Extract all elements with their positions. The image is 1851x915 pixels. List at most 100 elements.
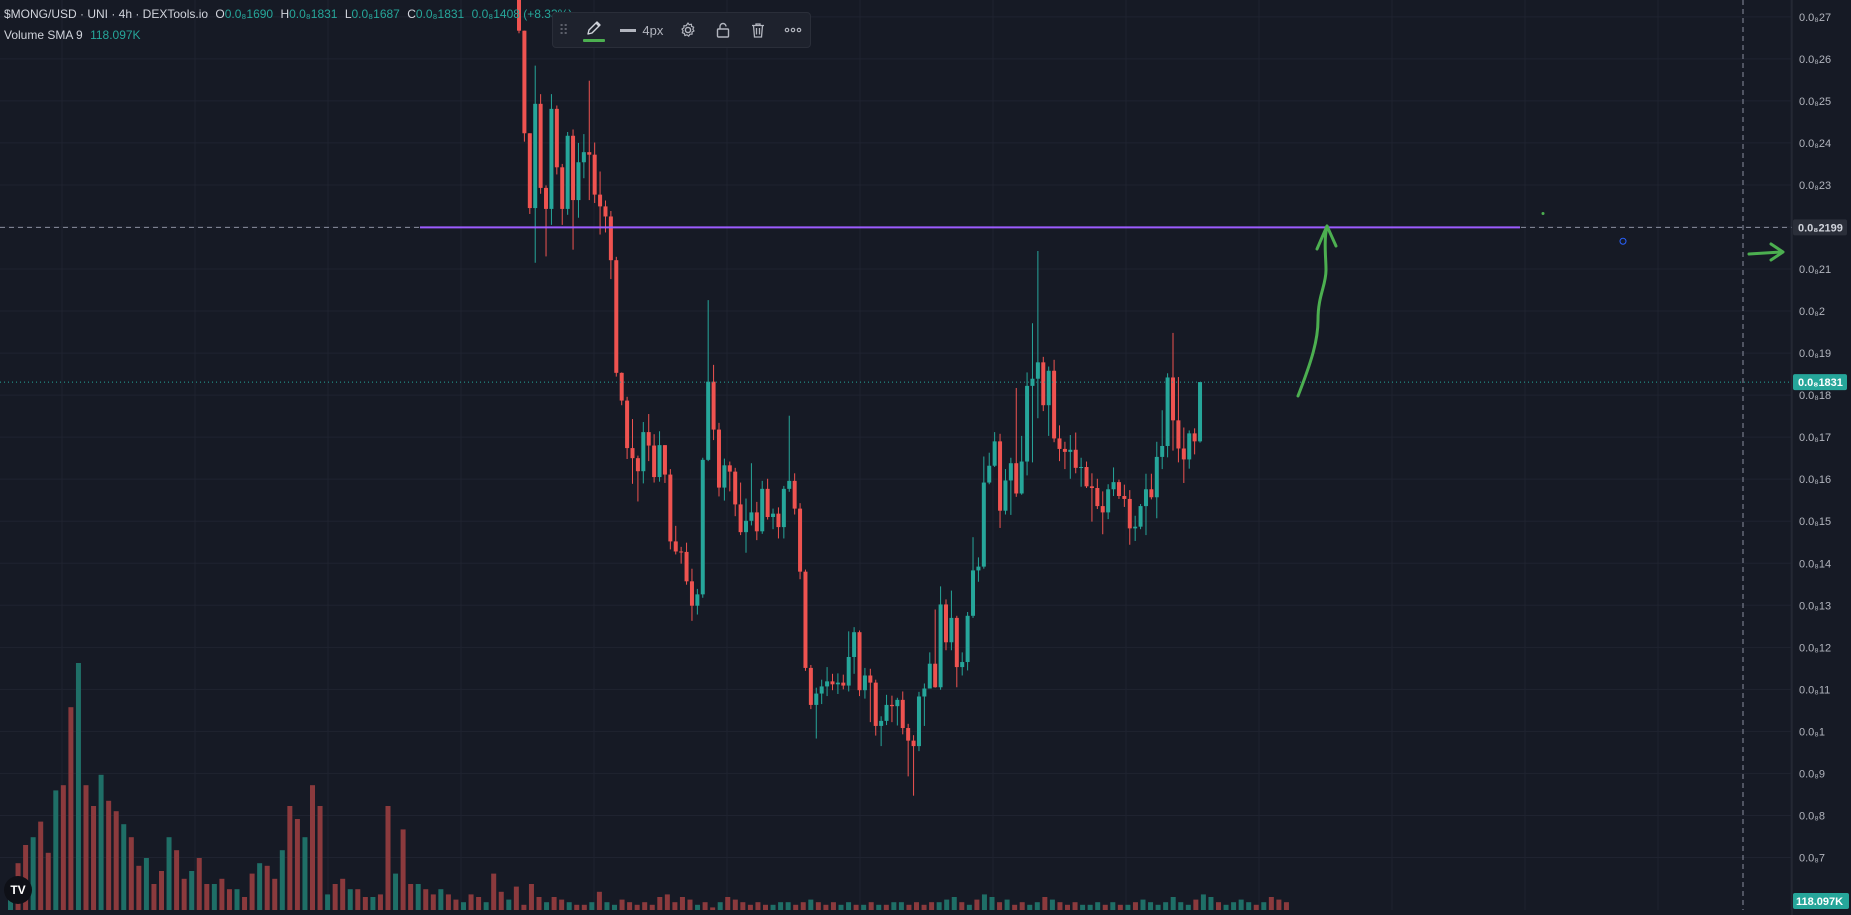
volume-bar	[461, 902, 466, 910]
volume-bar	[1238, 899, 1244, 910]
price-tick-label: 0.0₈1	[1799, 726, 1825, 738]
volume-bar	[868, 902, 874, 910]
volume-bar	[370, 897, 376, 910]
volume-bar	[294, 819, 300, 910]
volume-bar	[687, 899, 693, 910]
volume-bar	[1027, 904, 1033, 910]
candle-body	[765, 488, 770, 518]
volume-bar	[128, 837, 134, 910]
candle-body	[1106, 489, 1111, 513]
volume-bar	[634, 904, 640, 910]
candle-body	[954, 617, 959, 668]
volume-bar	[596, 891, 602, 910]
volume-bar	[491, 873, 497, 910]
candle-body	[911, 740, 916, 747]
candle-body	[922, 688, 927, 697]
candle-body	[619, 372, 624, 401]
volume-bar	[808, 899, 814, 910]
volume-bar	[1004, 899, 1010, 910]
candle-body	[857, 632, 862, 691]
volume-bar	[581, 904, 587, 910]
volume-bar	[823, 904, 829, 910]
candle-body	[544, 187, 549, 209]
volume-bar	[1049, 899, 1055, 910]
settings-button[interactable]	[671, 12, 706, 48]
pencil-icon	[586, 20, 601, 35]
candle-body	[679, 551, 684, 553]
price-axis[interactable]: 0.0₈7 0.0₈8 0.0₈9 0.0₈1 0.0₈11 0.0₈12 0.0₈13 0.…	[1791, 0, 1851, 915]
candles	[517, 0, 1203, 796]
volume-bar	[747, 904, 753, 910]
volume-bar	[1117, 904, 1123, 910]
candle-body	[1035, 362, 1040, 379]
price-tick-label: 0.0₈13	[1799, 600, 1831, 612]
volume-bar	[770, 904, 776, 910]
volume-bar	[898, 902, 904, 910]
drawings[interactable]	[0, 0, 1792, 910]
lock-button[interactable]	[706, 12, 741, 48]
line-width-button[interactable]: 4px	[613, 12, 671, 48]
volume-bar	[1102, 904, 1108, 910]
price-tick-label: 0.0₈7	[1799, 852, 1825, 864]
candle-body	[971, 570, 976, 616]
volume-bar	[1193, 899, 1199, 910]
tradingview-logo[interactable]: TV	[4, 876, 32, 904]
horizontal-line-price-tag	[1793, 219, 1847, 236]
candle-body	[792, 480, 797, 509]
candle-body	[862, 675, 867, 691]
volume-bar	[385, 806, 391, 910]
volume-bar	[559, 899, 565, 910]
candle-body	[1171, 377, 1176, 421]
volume-bar	[340, 878, 346, 910]
volume-bar	[189, 871, 195, 910]
candle-body	[1052, 370, 1057, 439]
volume-bar	[876, 904, 882, 910]
price-tick-label: 0.0₈15	[1799, 516, 1831, 528]
volume-bar	[1140, 899, 1146, 910]
volume-bar	[362, 897, 368, 910]
candle-body	[830, 681, 835, 685]
price-tick-label: 0.0₈27	[1799, 12, 1831, 24]
candle-body	[1127, 498, 1132, 529]
volume-bar	[891, 902, 897, 910]
candle-body	[738, 504, 743, 533]
volume-bar	[528, 884, 534, 910]
candle-body	[814, 693, 819, 705]
candle-body	[1198, 382, 1203, 442]
target-arrowhead	[1769, 242, 1785, 262]
volume-bar	[377, 894, 383, 910]
candle-body	[873, 682, 878, 726]
drag-handle-icon[interactable]: ⠿	[558, 21, 569, 38]
more-button[interactable]	[775, 12, 810, 48]
volume-bar	[1019, 902, 1025, 910]
line-width-label: 4px	[642, 22, 664, 38]
volume-bar	[317, 806, 323, 910]
candle-body	[716, 429, 721, 488]
candle-body	[1019, 461, 1024, 494]
open-value: 0.0₈1690	[224, 7, 274, 21]
candle-body	[1062, 448, 1067, 452]
delete-button[interactable]	[740, 12, 775, 48]
volume-bar	[1125, 904, 1131, 910]
high-label: H	[280, 7, 290, 21]
candle-body	[1116, 482, 1121, 496]
volume-bar	[989, 897, 995, 910]
volume-bar	[1178, 902, 1184, 910]
volume-bar	[83, 785, 89, 910]
price-tick-label: 0.0₈26	[1799, 54, 1831, 66]
volume-bar	[1034, 902, 1040, 910]
volume-bar	[196, 858, 202, 910]
price-tick-label: 0.0₈12	[1799, 642, 1831, 654]
candle-body	[760, 488, 765, 532]
volume-bar	[1283, 902, 1289, 910]
volume-bar	[1087, 904, 1093, 910]
candle-body	[711, 381, 716, 430]
candle-body	[592, 154, 597, 195]
candle-body	[1084, 466, 1089, 487]
volume-bar	[1253, 904, 1259, 910]
line-color-button[interactable]	[574, 12, 613, 48]
volume-bar	[679, 897, 685, 910]
candle-body	[1133, 526, 1138, 529]
candle-body	[533, 103, 538, 209]
